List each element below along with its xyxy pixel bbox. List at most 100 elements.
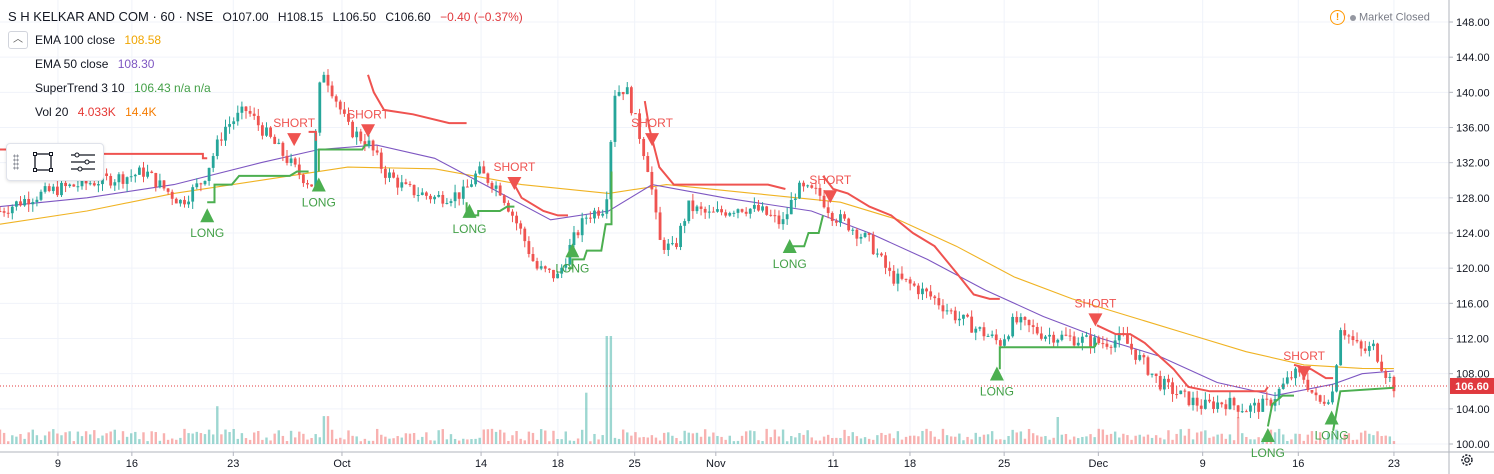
candle-body (1060, 334, 1064, 340)
volume-bar (412, 432, 416, 444)
candle-body (839, 214, 842, 223)
candles (0, 69, 1396, 419)
volume-bar (457, 440, 461, 444)
volume-bar (47, 431, 51, 444)
volume-bar (244, 438, 248, 444)
candle-body (1343, 330, 1347, 336)
candle-body (1093, 337, 1097, 347)
grip-icon[interactable] (13, 154, 19, 170)
volume-bar (966, 436, 969, 444)
supertrend-line (568, 171, 613, 270)
indicator-value: 106.43 n/a n/a (133, 81, 211, 95)
candle-body (322, 74, 326, 83)
candle-body (757, 204, 760, 211)
indicator-supertrend[interactable]: SuperTrend 3 10 106.43 n/a n/a (35, 81, 211, 95)
candle-body (691, 200, 695, 212)
volume-bar (1036, 435, 1039, 444)
candle-body (1056, 339, 1060, 343)
candle-body (617, 92, 621, 96)
candle-body (1142, 355, 1146, 358)
candle-body (695, 206, 699, 212)
candle-body (1249, 405, 1252, 412)
candle-body (1035, 326, 1039, 334)
candle-body (117, 174, 121, 183)
supertrend-line (308, 130, 317, 141)
volume-bar (478, 437, 481, 444)
volume-bar (851, 432, 854, 444)
volume-bar (1220, 433, 1223, 444)
volume-bar (236, 438, 239, 444)
volume-bar (765, 428, 768, 444)
candle-body (658, 212, 662, 240)
gear-icon[interactable] (1459, 452, 1475, 468)
candle-body (1265, 398, 1269, 400)
volume-bar (462, 438, 465, 444)
symbol-header: S H KELKAR AND COM · 60 · NSE O107.00 H1… (8, 9, 523, 24)
candle-body (334, 96, 338, 102)
volume-bar (1150, 437, 1154, 444)
volume-bar (121, 431, 125, 444)
indicator-ema50[interactable]: EMA 50 close 108.30 (35, 57, 154, 71)
volume-bar (1031, 433, 1035, 444)
list-lines-icon[interactable] (69, 150, 97, 174)
candle-body (318, 82, 322, 133)
volume-bar (945, 435, 949, 444)
indicator-volume[interactable]: Vol 20 4.033K 14.4K (35, 105, 156, 119)
volume-bar (371, 440, 375, 444)
candle-body (1199, 405, 1203, 409)
candle-body (215, 139, 219, 157)
y-tick-label: 112.00 (1456, 334, 1489, 346)
volume-bar (1314, 440, 1318, 444)
volume-bar (572, 440, 576, 444)
volume-bar (1241, 433, 1244, 444)
candle-body (174, 198, 178, 204)
x-tick-label: 9 (1200, 458, 1206, 470)
volume-bar (650, 435, 654, 444)
candle-body (863, 233, 867, 237)
low-value: L106.50 (332, 10, 377, 24)
indicator-ema100[interactable]: EMA 100 close 108.58 (35, 33, 161, 47)
candle-body (748, 208, 752, 214)
candle-body (884, 255, 887, 268)
floating-drawing-toolbar[interactable] (6, 143, 104, 181)
candle-body (818, 188, 822, 196)
rectangle-select-icon[interactable] (31, 150, 55, 174)
volume-bar (285, 441, 289, 444)
market-status-text: Market Closed (1359, 11, 1430, 24)
volume-bar (240, 433, 244, 444)
candle-body (1208, 399, 1211, 402)
candle-body (1179, 390, 1183, 395)
x-tick-label: 16 (1292, 458, 1304, 470)
candle-body (80, 177, 84, 187)
candle-body (88, 183, 92, 185)
candle-body (457, 192, 461, 199)
volume-bar (1007, 435, 1010, 444)
candle-body (1244, 411, 1248, 413)
volume-bar (1048, 439, 1051, 444)
volume-bar (683, 430, 686, 444)
candle-body (822, 195, 826, 208)
candle-body (552, 269, 555, 279)
market-status[interactable]: ! Market Closed (1330, 10, 1430, 25)
y-tick-label: 120.00 (1456, 263, 1490, 275)
y-tick-label: 100.00 (1456, 439, 1490, 451)
long-signal-label: LONG (980, 384, 1014, 398)
volume-bar (556, 439, 559, 444)
candle-body (211, 156, 215, 168)
volume-bar (925, 428, 928, 444)
candle-body (1064, 334, 1068, 336)
ohlc-values: O107.00 H108.15 L106.50 C106.60 −0.40 (−… (217, 10, 523, 24)
candle-body (728, 213, 732, 216)
symbol-title[interactable]: S H KELKAR AND COM · 60 · NSE (8, 9, 214, 24)
volume-bar (494, 431, 498, 444)
collapse-indicators-button[interactable]: ︿ (8, 31, 28, 49)
volume-bar (855, 436, 859, 444)
volume-bar (314, 434, 317, 444)
candle-body (1085, 335, 1088, 337)
volume-bar (732, 441, 736, 444)
volume-bar (1359, 432, 1363, 444)
volume-bar (888, 433, 891, 444)
volume-bar (913, 435, 916, 444)
